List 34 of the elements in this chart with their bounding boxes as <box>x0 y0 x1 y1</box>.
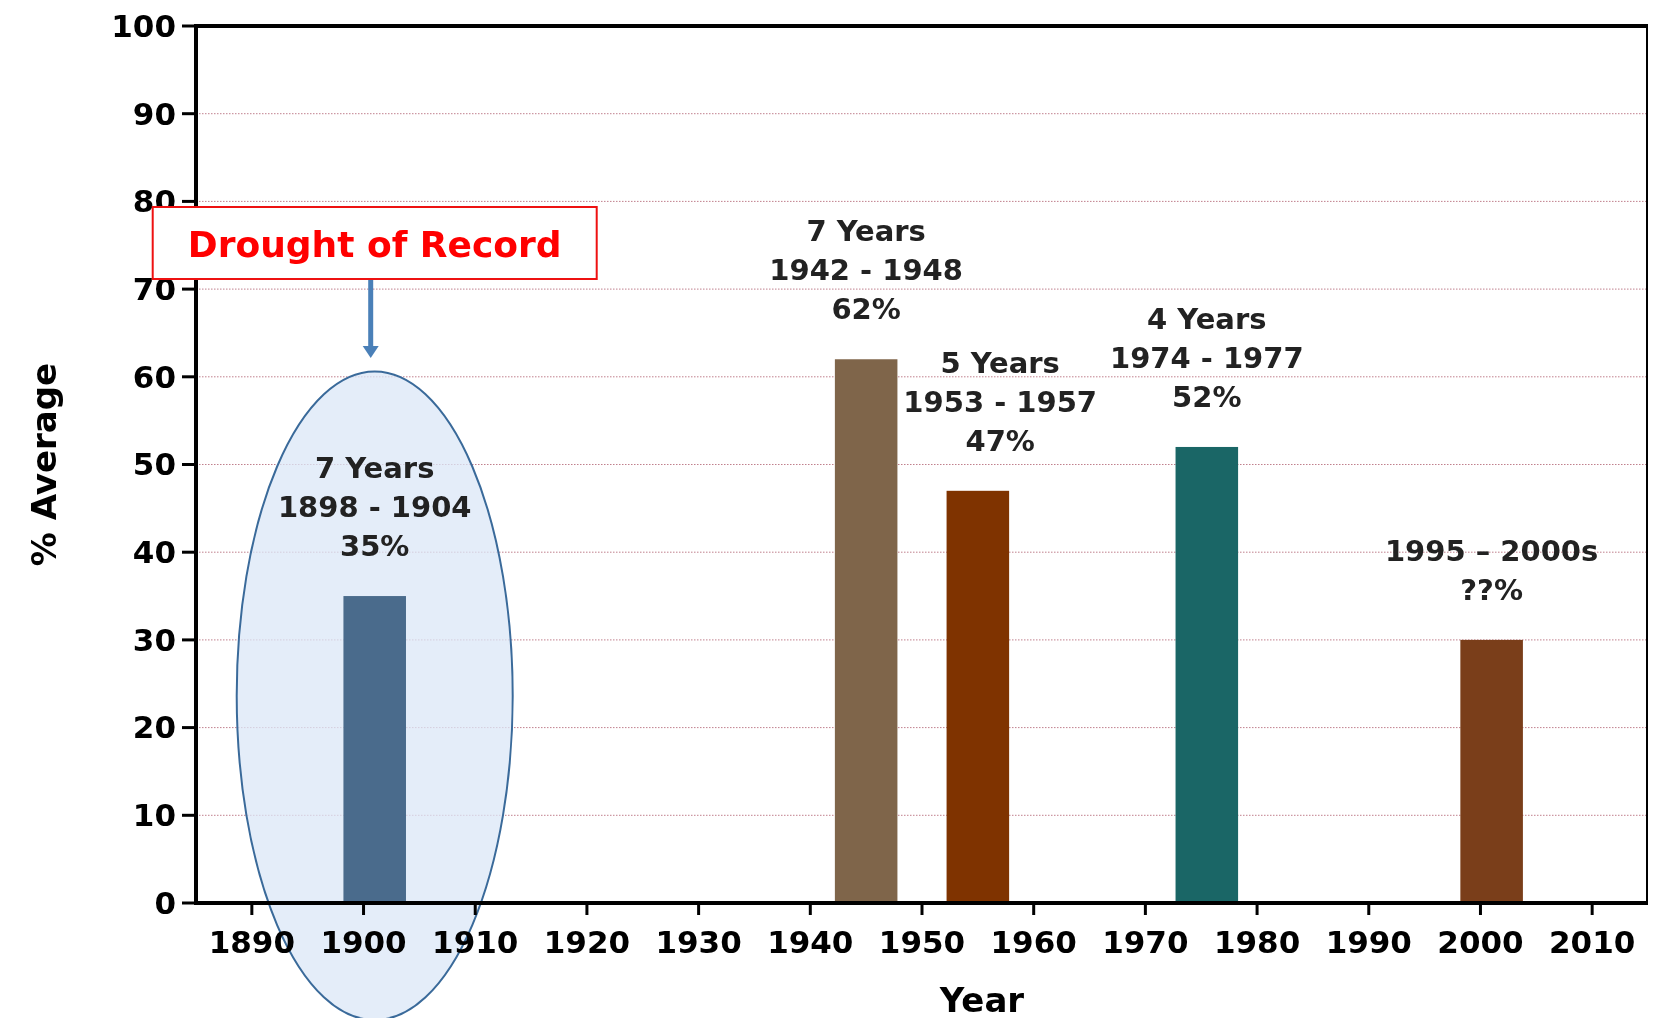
x-tick-label: 1980 <box>1213 924 1301 960</box>
annotation: Drought of Record <box>187 223 562 265</box>
x-tick-label: 1920 <box>543 924 631 960</box>
x-tick-label: 1990 <box>1325 924 1412 960</box>
annotation: 1995 – 2000s ??% <box>1384 533 1599 607</box>
bar <box>1460 639 1523 903</box>
bar <box>343 596 406 903</box>
annotation: 4 Years 1974 - 1977 52% <box>1109 301 1304 414</box>
annotation: 7 Years 1942 - 1948 62% <box>769 214 963 327</box>
x-tick-label: 1940 <box>767 924 854 960</box>
y-tick-label: 60 <box>132 358 176 395</box>
y-axis-title: % Average <box>24 362 64 567</box>
x-tick-label: 1950 <box>878 924 966 960</box>
annotation: 7 Years 1898 - 1904 35% <box>277 451 472 564</box>
bar <box>946 490 1010 903</box>
y-tick-label: 90 <box>132 95 176 132</box>
x-tick-label: 1960 <box>990 924 1077 960</box>
y-tick-label: 0 <box>154 884 176 921</box>
x-tick-label: 1900 <box>320 924 407 960</box>
bar <box>834 359 898 903</box>
y-tick-label: 40 <box>132 534 176 571</box>
y-tick-label: 20 <box>132 709 176 746</box>
x-tick-label: 1930 <box>655 924 742 960</box>
y-tick-label: 50 <box>132 446 176 483</box>
x-tick-label: 1970 <box>1102 924 1189 960</box>
annotation: 5 Years 1953 - 1957 47% <box>903 345 1098 458</box>
y-tick-label: 30 <box>132 621 176 658</box>
y-tick-label: 100 <box>111 7 176 44</box>
y-tick-label: 10 <box>132 797 176 834</box>
x-tick-label: 2010 <box>1549 924 1636 960</box>
y-tick-label: 70 <box>132 270 176 307</box>
bar <box>1175 446 1239 903</box>
x-axis-title: Year <box>938 980 1025 1020</box>
x-tick-label: 2000 <box>1437 924 1524 960</box>
